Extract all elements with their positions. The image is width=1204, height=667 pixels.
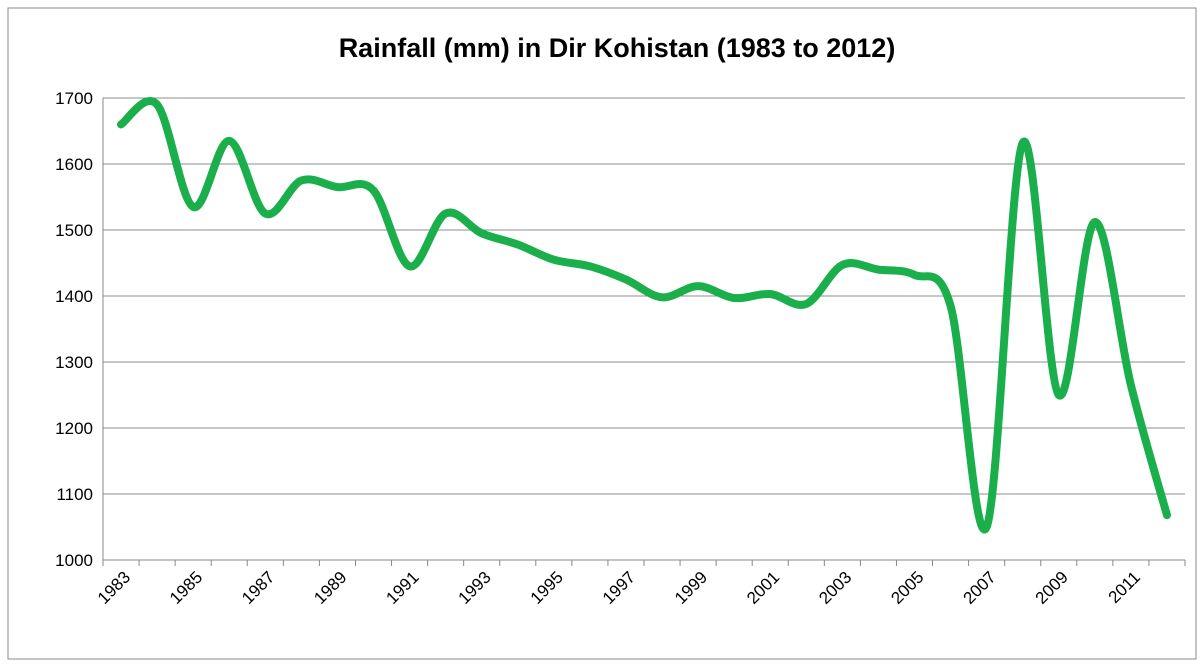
y-tick-label: 1100: [56, 485, 93, 504]
y-tick-label: 1200: [55, 419, 93, 438]
y-tick-label: 1600: [55, 155, 93, 174]
series-line: [117, 97, 1171, 534]
y-tick-label: 1700: [55, 89, 93, 108]
y-tick-label: 1000: [55, 551, 93, 570]
y-tick-label: 1400: [55, 287, 93, 306]
chart-frame: [7, 7, 1197, 660]
chart-title: Rainfall (mm) in Dir Kohistan (1983 to 2…: [339, 33, 896, 63]
y-tick-label: 1500: [55, 221, 93, 240]
y-tick-label: 1300: [55, 353, 93, 372]
